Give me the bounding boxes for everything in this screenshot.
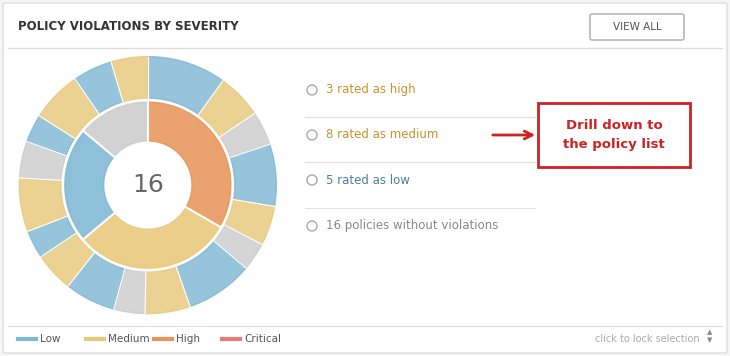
Polygon shape bbox=[220, 114, 269, 157]
Text: 16: 16 bbox=[132, 173, 164, 197]
Polygon shape bbox=[177, 241, 246, 307]
Text: 5 rated as low: 5 rated as low bbox=[326, 173, 410, 187]
Polygon shape bbox=[84, 207, 220, 268]
FancyBboxPatch shape bbox=[590, 14, 684, 40]
FancyBboxPatch shape bbox=[3, 3, 727, 353]
Text: Drill down to
the policy list: Drill down to the policy list bbox=[563, 119, 665, 151]
Polygon shape bbox=[199, 81, 255, 137]
Polygon shape bbox=[147, 57, 223, 115]
FancyBboxPatch shape bbox=[538, 103, 690, 167]
Polygon shape bbox=[147, 102, 231, 227]
Polygon shape bbox=[114, 269, 146, 314]
Text: POLICY VIOLATIONS BY SEVERITY: POLICY VIOLATIONS BY SEVERITY bbox=[18, 20, 239, 32]
Polygon shape bbox=[111, 57, 147, 102]
Polygon shape bbox=[65, 132, 114, 239]
Text: Critical: Critical bbox=[244, 334, 281, 344]
Polygon shape bbox=[28, 216, 76, 257]
Polygon shape bbox=[41, 234, 94, 286]
Polygon shape bbox=[75, 62, 123, 114]
Text: click to lock selection: click to lock selection bbox=[596, 334, 700, 344]
Polygon shape bbox=[27, 116, 74, 156]
Polygon shape bbox=[68, 253, 125, 309]
Text: ▲
▼: ▲ ▼ bbox=[707, 329, 712, 343]
Text: Low: Low bbox=[40, 334, 61, 344]
Polygon shape bbox=[39, 79, 99, 138]
Polygon shape bbox=[145, 267, 190, 314]
Text: 16 policies without violations: 16 policies without violations bbox=[326, 220, 499, 232]
Polygon shape bbox=[231, 144, 276, 206]
Text: Medium: Medium bbox=[108, 334, 150, 344]
Circle shape bbox=[107, 143, 189, 227]
Polygon shape bbox=[20, 142, 66, 180]
Text: 3 rated as high: 3 rated as high bbox=[326, 84, 415, 96]
Polygon shape bbox=[20, 178, 66, 231]
Polygon shape bbox=[225, 200, 274, 244]
Text: 8 rated as medium: 8 rated as medium bbox=[326, 129, 439, 141]
Polygon shape bbox=[84, 102, 147, 157]
Text: High: High bbox=[176, 334, 200, 344]
Text: VIEW ALL: VIEW ALL bbox=[612, 22, 661, 32]
Polygon shape bbox=[215, 225, 262, 268]
